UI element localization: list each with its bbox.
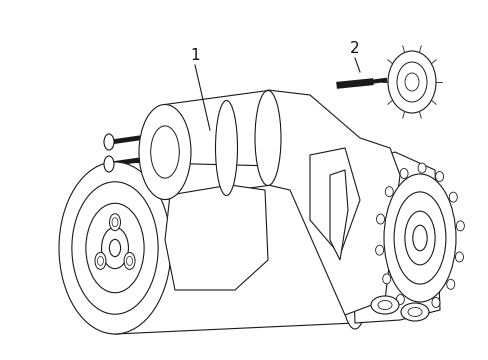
Ellipse shape <box>404 73 418 91</box>
Ellipse shape <box>377 301 391 310</box>
Ellipse shape <box>387 51 435 113</box>
Polygon shape <box>309 148 359 255</box>
Ellipse shape <box>97 256 103 265</box>
Ellipse shape <box>455 221 464 231</box>
Ellipse shape <box>345 203 364 293</box>
Ellipse shape <box>435 203 453 273</box>
Ellipse shape <box>95 252 106 269</box>
Ellipse shape <box>109 239 121 257</box>
Ellipse shape <box>396 294 404 305</box>
Ellipse shape <box>104 134 114 150</box>
Ellipse shape <box>446 279 454 289</box>
Ellipse shape <box>383 174 455 302</box>
Ellipse shape <box>370 296 398 314</box>
Ellipse shape <box>215 100 237 195</box>
Ellipse shape <box>126 256 132 265</box>
Ellipse shape <box>86 203 144 293</box>
Ellipse shape <box>337 167 372 329</box>
Ellipse shape <box>254 90 281 185</box>
Ellipse shape <box>431 297 439 307</box>
Ellipse shape <box>109 214 120 231</box>
Ellipse shape <box>59 162 171 334</box>
Ellipse shape <box>448 192 456 202</box>
Polygon shape <box>164 185 267 290</box>
Ellipse shape <box>435 171 443 181</box>
Ellipse shape <box>454 252 463 262</box>
Ellipse shape <box>376 214 384 224</box>
Ellipse shape <box>102 228 128 269</box>
Ellipse shape <box>385 187 392 197</box>
Polygon shape <box>267 90 399 315</box>
Ellipse shape <box>382 274 390 284</box>
Ellipse shape <box>412 225 427 251</box>
Ellipse shape <box>399 168 407 179</box>
Ellipse shape <box>396 62 426 102</box>
Polygon shape <box>349 152 439 323</box>
Ellipse shape <box>112 218 118 227</box>
Polygon shape <box>329 170 347 260</box>
Ellipse shape <box>413 303 421 313</box>
Ellipse shape <box>139 104 191 199</box>
Ellipse shape <box>400 303 428 321</box>
Ellipse shape <box>404 211 434 265</box>
Text: 1: 1 <box>190 48 200 63</box>
Ellipse shape <box>72 182 158 314</box>
Ellipse shape <box>393 192 445 284</box>
Ellipse shape <box>417 163 425 173</box>
Ellipse shape <box>104 156 114 172</box>
Ellipse shape <box>150 126 179 178</box>
Ellipse shape <box>407 307 421 316</box>
Ellipse shape <box>124 252 135 269</box>
Text: 2: 2 <box>349 41 359 55</box>
Ellipse shape <box>375 245 383 255</box>
